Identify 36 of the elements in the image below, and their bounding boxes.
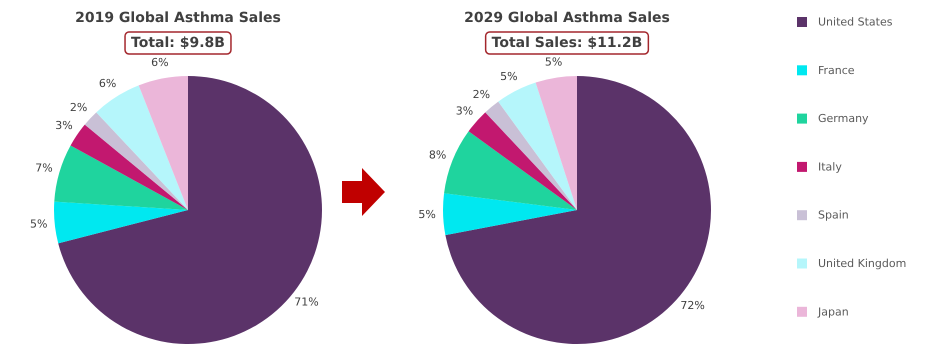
data-label: 5% (500, 70, 518, 83)
legend-label: Italy (818, 160, 842, 174)
data-label: 8% (428, 148, 446, 162)
data-label: 5% (544, 55, 562, 68)
chart-title: 2019 Global Asthma Sales (75, 10, 281, 26)
data-label: 3% (55, 119, 73, 132)
pie-slice (444, 131, 577, 210)
pie-slice (54, 202, 188, 244)
data-label: 5% (418, 208, 436, 222)
pie-slice (84, 112, 188, 210)
pie-slice (70, 124, 188, 210)
data-label: 6% (151, 56, 169, 70)
text: Total Sales: $11.2B (492, 35, 642, 51)
legend-label: France (818, 64, 855, 77)
legend-label: Japan (817, 305, 849, 318)
data-label: 3% (456, 104, 474, 118)
pie-slice (138, 76, 188, 210)
chart-subtitle: Total: $9.8B (131, 35, 225, 51)
pie-slice (443, 193, 577, 236)
legend-label: Germany (818, 112, 870, 126)
data-label: 71% (294, 295, 319, 308)
data-label: 2% (472, 88, 490, 101)
pie-slice (58, 76, 322, 344)
legend-label: Spain (818, 208, 849, 222)
legend-label: United Kingdom (818, 257, 906, 270)
data-label: 72% (680, 299, 705, 312)
legend-label: United States (818, 16, 893, 28)
data-label: 5% (30, 218, 48, 231)
data-label: 2% (70, 100, 88, 114)
pie-slice (54, 145, 188, 210)
pie-slice (485, 102, 577, 210)
data-label: 7% (35, 162, 53, 175)
pie-slice (498, 82, 577, 210)
pie-slice (536, 76, 577, 210)
chart-title: 2029 Global Asthma Sales (464, 10, 670, 26)
data-label: 6% (98, 76, 116, 90)
